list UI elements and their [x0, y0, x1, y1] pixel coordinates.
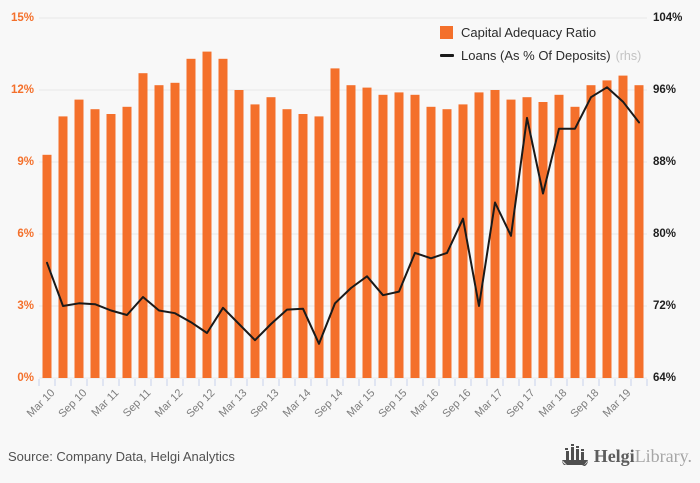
bar-mar-17	[490, 90, 500, 378]
bar-jun-13	[250, 104, 260, 379]
bar-mar-18	[554, 94, 564, 379]
chart-legend: Capital Adequacy Ratio Loans (As % Of De…	[440, 24, 641, 64]
bar-jun-10	[58, 116, 68, 379]
bar-mar-15	[362, 87, 372, 378]
bar-dec-15	[410, 94, 420, 379]
bar-sep-13	[266, 97, 276, 378]
bar-sep-16	[458, 104, 468, 379]
bar-mar-19	[618, 75, 628, 378]
bar-sep-10	[74, 99, 84, 378]
bar-mar-10	[42, 154, 52, 378]
legend-item-loans: Loans (As % Of Deposits) (rhs)	[440, 47, 641, 64]
legend-label: Capital Adequacy Ratio	[461, 25, 597, 40]
bar-dec-17	[538, 102, 548, 378]
loans-line	[46, 86, 640, 345]
bar-sep-15	[394, 92, 404, 379]
right-axis-tick-label: 96%	[653, 84, 677, 96]
legend-rhs-note: (rhs)	[615, 48, 642, 63]
bar-dec-11	[154, 85, 164, 378]
bar-jun-15	[378, 94, 388, 379]
left-axis-tick-label: 15%	[10, 12, 34, 24]
bar-jun-19	[634, 85, 644, 378]
bar-dec-12	[218, 58, 228, 379]
left-axis-tick-label: 12%	[10, 84, 34, 96]
bar-dec-10	[90, 109, 100, 378]
right-axis-tick-label: 88%	[653, 156, 677, 168]
bar-sep-12	[202, 51, 212, 378]
right-axis-tick-label: 64%	[653, 372, 677, 384]
bar-dec-14	[346, 85, 356, 378]
bar-mar-11	[106, 114, 116, 378]
bar-series-swatch-icon	[440, 26, 453, 39]
bar-jun-14	[314, 116, 324, 379]
bar-mar-12	[170, 82, 180, 379]
legend-label: Loans (As % Of Deposits)	[461, 48, 611, 63]
left-axis-tick-label: 0%	[17, 372, 34, 384]
bar-jun-12	[186, 58, 196, 379]
viking-ship-icon	[561, 444, 588, 466]
source-note: Source: Company Data, Helgi Analytics	[8, 449, 235, 464]
bar-sep-17	[522, 97, 532, 378]
left-axis-tick-label: 3%	[17, 300, 34, 312]
legend-item-capital-adequacy: Capital Adequacy Ratio	[440, 24, 641, 41]
bar-jun-17	[506, 99, 516, 378]
bar-dec-18	[602, 80, 612, 379]
left-axis-tick-label: 9%	[17, 156, 34, 168]
bar-dec-13	[282, 109, 292, 378]
logo-wordmark: HelgiLibrary.	[593, 445, 692, 466]
right-axis-tick-label: 104%	[653, 12, 683, 24]
helgi-library-logo: HelgiLibrary.	[561, 443, 692, 469]
bar-jun-16	[442, 109, 452, 378]
bar-sep-14	[330, 68, 340, 379]
left-axis-tick-label: 6%	[17, 228, 34, 240]
right-axis-tick-label: 80%	[653, 228, 677, 240]
bar-sep-11	[138, 73, 148, 378]
bar-jun-18	[570, 106, 580, 379]
bar-mar-14	[298, 114, 308, 378]
right-axis-tick-label: 72%	[653, 300, 677, 312]
bar-sep-18	[586, 85, 596, 378]
bar-dec-16	[474, 92, 484, 379]
bar-mar-13	[234, 90, 244, 378]
bar-jun-11	[122, 106, 132, 379]
bar-mar-16	[426, 106, 436, 379]
line-series-dash-icon	[440, 54, 454, 57]
